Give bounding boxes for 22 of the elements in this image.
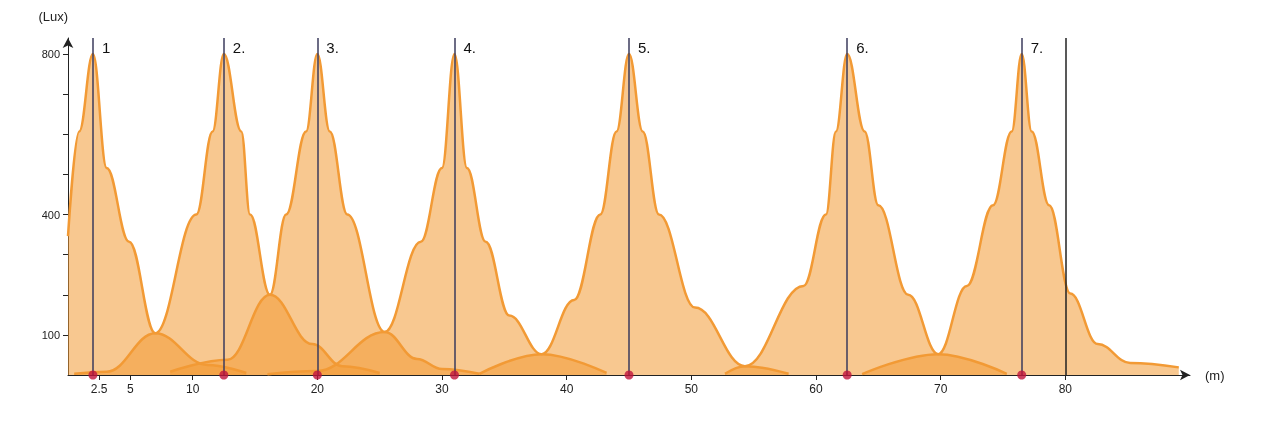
x-tick-label: 20 [310, 382, 325, 396]
annotation: 5. [638, 39, 651, 57]
x-tick-label: 60 [809, 382, 823, 396]
y-tick-label: 100 [41, 328, 60, 341]
annotation: 6. [856, 39, 869, 57]
annotation: 3. [326, 39, 339, 57]
x-tick-label: 30 [435, 382, 449, 396]
x-tick-label: 5 [126, 382, 134, 396]
annotation: 2. [232, 39, 246, 57]
x-tick-label: 40 [559, 382, 574, 396]
x-tick-label: 10 [185, 382, 200, 396]
x-tick-label: 50 [684, 382, 699, 396]
y-tick-label: 800 [41, 48, 60, 61]
annotation: 1 [101, 39, 111, 57]
y-tick-label: 400 [41, 208, 60, 221]
x-tick-label: 2.5 [90, 382, 108, 396]
y-axis-title: (Lux) [38, 9, 68, 24]
annotation: 4. [463, 39, 476, 57]
annotation: 7. [1030, 39, 1044, 57]
x-tick-label: 80 [1058, 382, 1073, 396]
x-tick-label: 70 [933, 382, 948, 396]
x-axis-title: (m) [1205, 367, 1225, 383]
